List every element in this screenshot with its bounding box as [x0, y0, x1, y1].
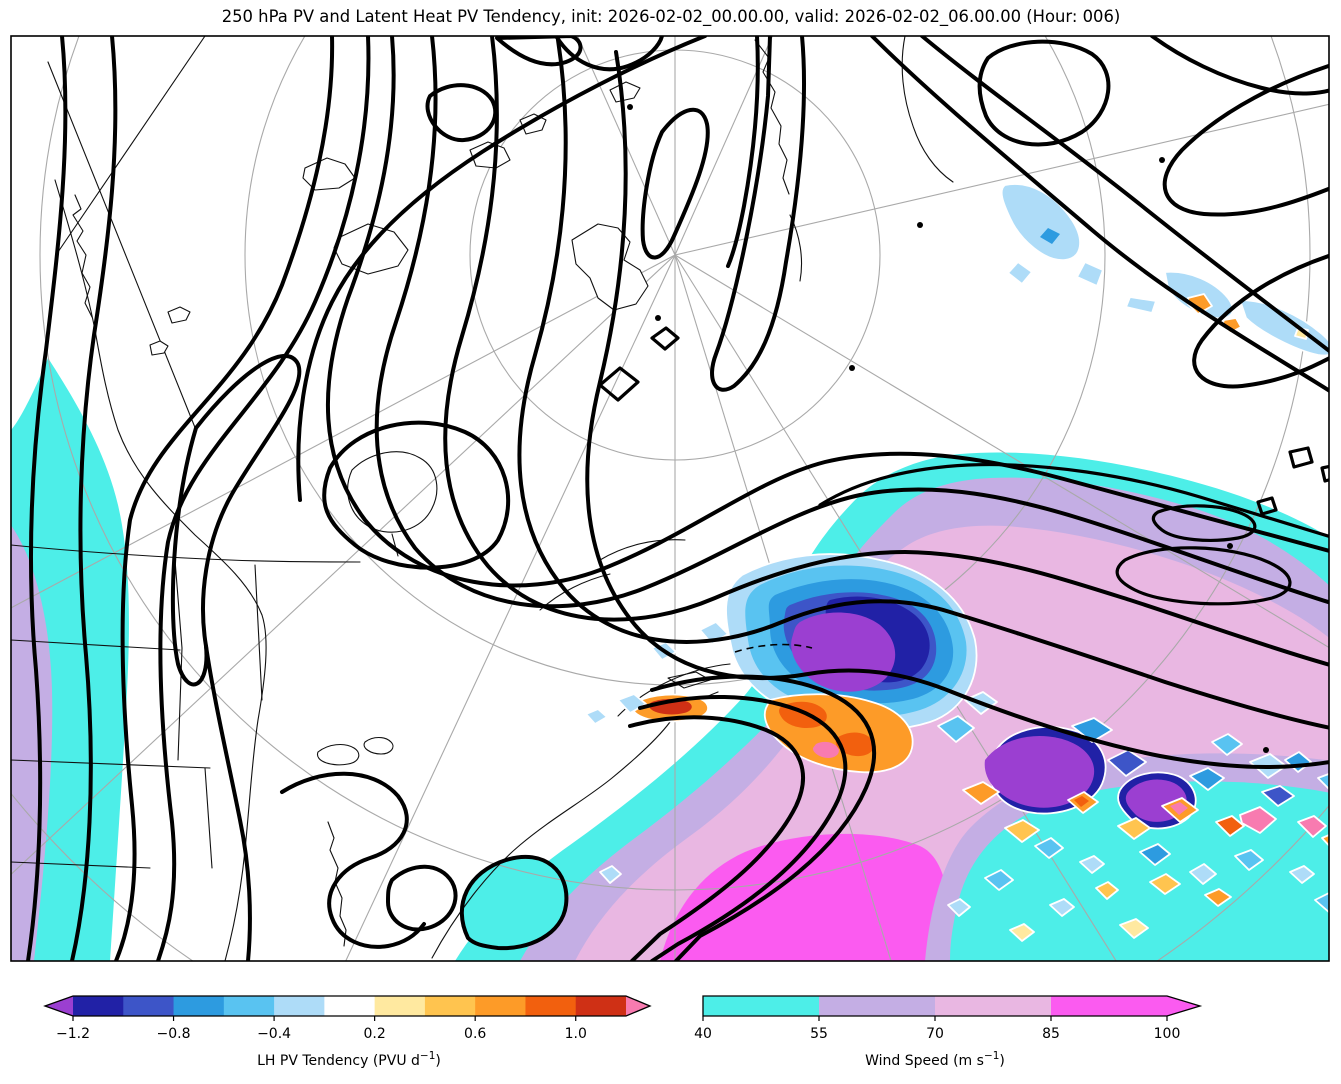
- lh-positive-core-pink: [1239, 806, 1277, 834]
- colorbar-segment: [475, 996, 526, 1016]
- map-border: [10, 35, 1330, 962]
- colorbar-tick-label: 55: [810, 1026, 828, 1042]
- colorbar-segment: [324, 996, 376, 1016]
- lh-colorbar: −1.2 −0.8 −0.4 0.2 0.6 1.0 LH PV Tendency (PV…: [43, 995, 652, 1069]
- colorbar-tick-label: 1.0: [565, 1026, 587, 1042]
- colorbar-segment: [374, 996, 426, 1016]
- colorbar-segment: [575, 996, 627, 1016]
- colorbar-tick-label: 0.6: [464, 1026, 486, 1042]
- colorbar-segment: [819, 996, 936, 1016]
- colorbar-segment: [935, 996, 1052, 1016]
- wind-lens-midatlantic: [461, 856, 567, 949]
- colorbar-tick-label: −0.8: [157, 1026, 191, 1042]
- wind-colorbar-over-arrow: [1167, 996, 1200, 1016]
- colorbar-segment: [73, 996, 124, 1016]
- wind-colorbar: 40 55 70 85 100 Wind Speed (m s−1): [694, 995, 1203, 1069]
- figure-title: 250 hPa PV and Latent Heat PV Tendency, …: [222, 7, 1121, 27]
- wind-colorbar-label: Wind Speed (m s−1): [865, 1050, 1005, 1069]
- lh-colorbar-over-arrow: [626, 996, 650, 1016]
- colorbar-segment: [703, 996, 820, 1016]
- colorbar-segment: [223, 996, 275, 1016]
- colorbar-segment: [1051, 996, 1168, 1016]
- colorbar-segment: [274, 996, 325, 1016]
- colorbar-tick-label: −1.2: [56, 1026, 90, 1042]
- colorbar-segment: [424, 996, 476, 1016]
- lh-negative-core-purple-2: [984, 736, 1095, 808]
- colorbar-segment: [525, 996, 577, 1016]
- colorbar-tick-label: −0.4: [257, 1026, 291, 1042]
- wind-core-magenta: [660, 833, 952, 961]
- pv-contours: [26, 36, 1329, 961]
- wind-band-west-lavender: [11, 525, 53, 961]
- colorbar-tick-label: 0.2: [364, 1026, 386, 1042]
- colorbar-segment: [173, 996, 225, 1016]
- colorbar-tick-label: 40: [694, 1026, 712, 1042]
- colorbar-segment: [123, 996, 175, 1016]
- colorbar-tick-label: 85: [1042, 1026, 1060, 1042]
- lh-colorbar-under-arrow: [45, 996, 73, 1016]
- colorbar-tick-label: 100: [1154, 1026, 1181, 1042]
- lh-colorbar-label: LH PV Tendency (PVU d−1): [257, 1050, 441, 1069]
- colorbar-tick-label: 70: [926, 1026, 944, 1042]
